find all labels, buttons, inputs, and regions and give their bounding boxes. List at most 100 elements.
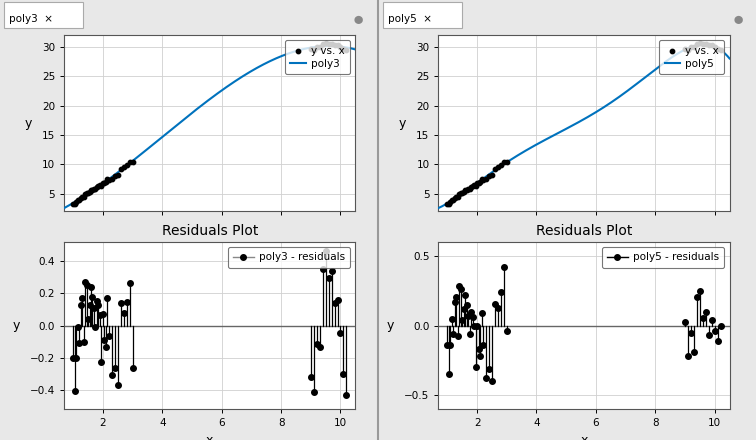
y vs. x: [73, 197, 85, 204]
Legend: y vs. x, poly5: y vs. x, poly5: [659, 40, 724, 74]
Line: poly5: poly5: [438, 44, 730, 208]
y vs. x: [83, 188, 95, 195]
y vs. x: [94, 182, 106, 189]
Point: [446, 315, 458, 323]
y vs. x: [700, 40, 712, 48]
Point: [471, 323, 483, 330]
y vs. x: [465, 183, 477, 190]
Point: [472, 345, 485, 352]
y vs. x: [694, 40, 706, 47]
Point: [123, 279, 135, 286]
poly3: [351, 47, 360, 52]
y vs. x: [323, 41, 335, 48]
Point: [85, 283, 97, 290]
poly5: [628, 84, 637, 89]
Point: [459, 291, 471, 298]
y vs. x: [448, 197, 460, 204]
Point: [79, 279, 91, 286]
Point: [109, 364, 121, 371]
Point: [449, 298, 461, 305]
y vs. x: [708, 44, 720, 51]
Point: [320, 248, 332, 255]
Point: [88, 304, 100, 312]
y vs. x: [78, 194, 90, 201]
y vs. x: [317, 40, 329, 48]
y vs. x: [76, 193, 88, 200]
Point: [463, 330, 476, 337]
Title: Residuals Plot: Residuals Plot: [536, 224, 632, 238]
Point: [112, 381, 124, 389]
y vs. x: [106, 175, 118, 182]
y vs. x: [331, 42, 343, 49]
y vs. x: [459, 187, 471, 194]
Point: [460, 301, 472, 308]
y vs. x: [688, 44, 700, 51]
y vs. x: [88, 186, 100, 193]
Text: poly3  ×: poly3 ×: [9, 15, 53, 24]
y vs. x: [472, 180, 485, 187]
Point: [70, 354, 82, 361]
poly3: [279, 53, 288, 58]
y vs. x: [97, 180, 109, 187]
Point: [708, 328, 720, 335]
y vs. x: [451, 193, 463, 200]
poly5: [485, 171, 494, 176]
Point: [700, 308, 712, 315]
Point: [462, 312, 474, 319]
y vs. x: [89, 185, 101, 192]
X-axis label: x: x: [581, 434, 587, 440]
y vs. x: [80, 190, 92, 197]
Point: [468, 322, 480, 329]
Point: [682, 353, 694, 360]
y vs. x: [471, 180, 483, 187]
Legend: poly5 - residuals: poly5 - residuals: [602, 247, 724, 268]
Point: [477, 342, 489, 349]
Point: [305, 374, 317, 381]
Point: [497, 263, 510, 270]
y vs. x: [463, 185, 476, 192]
y vs. x: [682, 46, 694, 53]
Title: Fit Plot: Fit Plot: [186, 17, 234, 31]
y vs. x: [75, 194, 87, 201]
y vs. x: [449, 194, 461, 201]
Point: [75, 301, 87, 308]
Title: Fit Plot: Fit Plot: [560, 17, 608, 31]
Point: [126, 364, 138, 371]
y vs. x: [308, 46, 320, 53]
Point: [486, 377, 498, 384]
y vs. x: [79, 191, 91, 198]
y vs. x: [69, 201, 81, 208]
Point: [106, 372, 118, 379]
Point: [494, 288, 507, 295]
Point: [76, 295, 88, 302]
y vs. x: [492, 164, 504, 171]
Point: [483, 365, 495, 372]
poly5: [606, 100, 615, 106]
y vs. x: [454, 190, 466, 197]
Point: [103, 333, 115, 340]
y vs. x: [337, 45, 349, 52]
y vs. x: [685, 44, 697, 51]
poly5: [434, 205, 443, 211]
y vs. x: [70, 199, 82, 206]
Point: [89, 324, 101, 331]
y vs. x: [123, 158, 135, 165]
Point: [311, 340, 323, 347]
y vs. x: [326, 40, 338, 48]
y vs. x: [697, 41, 709, 48]
Point: [694, 287, 706, 294]
y vs. x: [305, 46, 317, 53]
Point: [323, 274, 335, 281]
poly3: [111, 171, 120, 176]
y vs. x: [705, 42, 717, 49]
y vs. x: [320, 40, 332, 47]
y vs. x: [120, 161, 133, 169]
Point: [72, 323, 84, 330]
Point: [443, 370, 455, 378]
Y-axis label: y: y: [398, 117, 406, 130]
y vs. x: [82, 190, 94, 197]
Point: [331, 296, 343, 303]
y vs. x: [714, 47, 727, 54]
Point: [480, 374, 492, 381]
y vs. x: [101, 176, 113, 183]
